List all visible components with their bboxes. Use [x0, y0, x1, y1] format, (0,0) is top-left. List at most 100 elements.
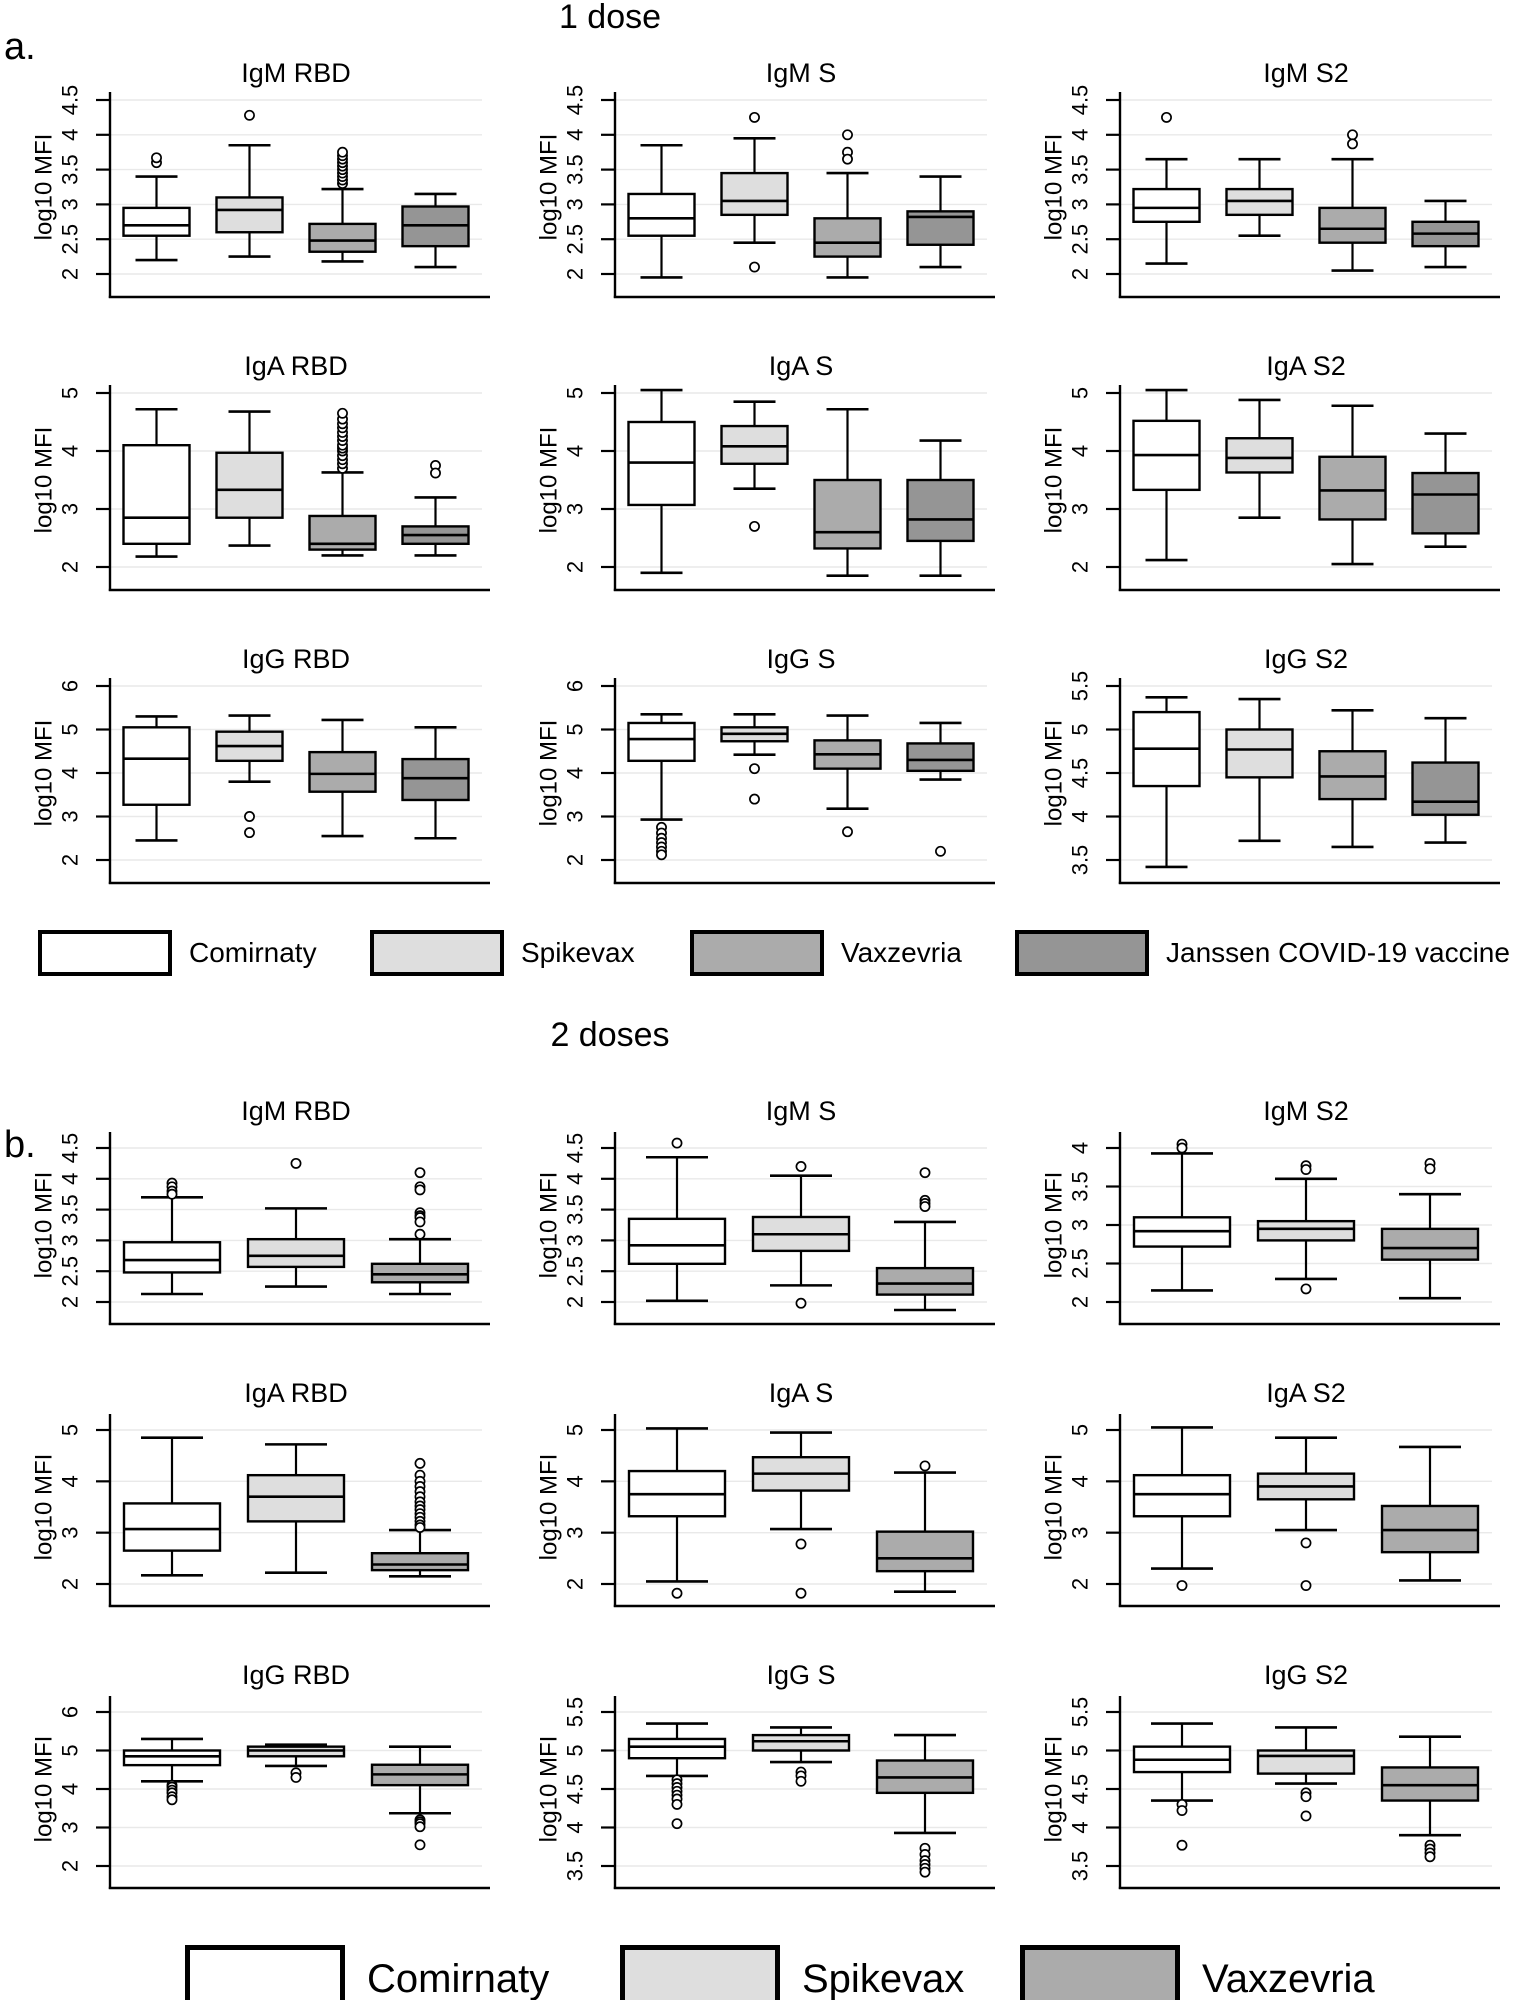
y-tick-label: 3.5 [563, 1851, 588, 1882]
boxplot-spikevax [246, 1443, 346, 1575]
legend-swatch-janssen-covid-19-vaccine [1015, 930, 1149, 976]
y-tick-label: 2.5 [58, 1256, 83, 1287]
y-tick-label: 5 [58, 387, 83, 399]
y-tick-label: 2 [58, 1578, 83, 1590]
outlier-point [1176, 1580, 1188, 1591]
iqr-box [813, 478, 882, 550]
y-tick-label: 4.5 [563, 85, 588, 116]
boxplot-janssen-covid-19-vaccine [1411, 716, 1480, 844]
y-tick-label: 3 [563, 810, 588, 822]
iqr-box [627, 1737, 727, 1760]
outlier-point [414, 1184, 426, 1196]
y-axis-title: log10 MFI [1041, 134, 1068, 241]
boxplot-janssen-covid-19-vaccine [401, 726, 470, 840]
y-tick-label: 4 [58, 1173, 83, 1185]
iqr-box [875, 1530, 975, 1573]
outlier-point [1347, 129, 1358, 141]
y-axis-title: log10 MFI [536, 134, 563, 241]
y-tick-label: 4.5 [563, 1774, 588, 1805]
y-tick-label: 5.5 [1068, 1697, 1093, 1728]
y-tick-label: 2 [58, 268, 83, 280]
outlier-point [671, 1587, 683, 1599]
outlier-point [166, 1794, 178, 1806]
subplot-title: IgG RBD [242, 644, 350, 674]
boxplot-spikevax [215, 109, 284, 258]
subplot-title: IgM S [766, 1096, 837, 1126]
y-axis-title: log10 MFI [536, 720, 563, 827]
outlier-point [290, 1771, 302, 1783]
y-tick-label: 2 [58, 1860, 83, 1872]
outlier-point [1300, 1537, 1312, 1549]
iqr-box [308, 222, 377, 253]
subplot-b-igg-rbd: 2 3 4 5 6 log10 MFI IgG RBD [31, 1660, 490, 1890]
y-tick-label: 3 [563, 1527, 588, 1539]
y-tick-label: 3.5 [563, 1194, 588, 1225]
y-tick-label: 2 [1068, 561, 1093, 573]
y-axis-title: log10 MFI [31, 720, 58, 827]
iqr-box [906, 478, 975, 543]
boxplot-spikevax [1225, 398, 1294, 519]
outlier-point [1424, 1851, 1436, 1863]
iqr-box [122, 1241, 222, 1274]
legend-item-spikevax: Spikevax [620, 1945, 964, 2000]
subplot-b-igm-s2: 2 2.5 3 3.5 4 log10 MFI IgM S2 [1041, 1096, 1500, 1326]
outlier-point [1176, 1805, 1188, 1817]
iqr-box [1256, 1219, 1356, 1242]
outlier-point [842, 826, 853, 838]
y-tick-label: 5.5 [563, 1697, 588, 1728]
iqr-box [122, 726, 191, 806]
outlier-point [244, 811, 255, 822]
y-axis-title: log10 MFI [31, 134, 58, 241]
y-tick-label: 3 [58, 1821, 83, 1833]
outlier-point [1300, 1283, 1312, 1295]
y-tick-label: 3 [58, 1234, 83, 1246]
panel-b-label: b. [4, 1124, 36, 1166]
legend-item-spikevax: Spikevax [370, 930, 635, 976]
y-tick-label: 3.5 [58, 1194, 83, 1225]
outlier-point [414, 1821, 426, 1833]
y-tick-label: 2 [563, 1578, 588, 1590]
y-tick-label: 4 [58, 1783, 83, 1795]
iqr-box [720, 171, 789, 217]
y-tick-label: 4 [1068, 445, 1093, 457]
outlier-point [414, 1167, 426, 1179]
outlier-point [1300, 1164, 1312, 1176]
y-tick-label: 5 [1068, 387, 1093, 399]
y-tick-label: 5 [563, 1424, 588, 1436]
y-tick-label: 5 [58, 723, 83, 735]
iqr-box [627, 721, 696, 763]
boxplot-vaxzevria [1318, 404, 1387, 566]
y-axis-title: log10 MFI [1041, 1172, 1068, 1279]
boxplot-vaxzevria [1380, 1445, 1480, 1582]
legend-item-janssen-covid-19-vaccine: Janssen COVID-19 vaccine [1015, 930, 1510, 976]
outlier-point [919, 1460, 931, 1472]
boxplot-spikevax [246, 1743, 346, 1783]
boxplot-janssen-covid-19-vaccine [906, 439, 975, 577]
y-tick-label: 2.5 [563, 224, 588, 255]
boxplot-comirnaty [122, 407, 191, 558]
subplot-a-igg-rbd: 2 3 4 5 6 log10 MFI IgG RBD [31, 644, 490, 885]
y-axis-title: log10 MFI [31, 427, 58, 534]
boxplot-vaxzevria [308, 146, 377, 263]
outlier-point [671, 1137, 683, 1149]
y-tick-label: 4 [1068, 129, 1093, 141]
legend-item-comirnaty: Comirnaty [185, 1945, 549, 2000]
boxplot-spikevax [1256, 1436, 1356, 1591]
y-tick-label: 3 [563, 503, 588, 515]
legend-swatch-spikevax [370, 930, 504, 976]
y-tick-label: 4 [58, 129, 83, 141]
boxplot-comirnaty [1132, 388, 1201, 562]
y-tick-label: 2 [58, 854, 83, 866]
subplot-title: IgA S [769, 351, 834, 381]
subplot-title: IgM S2 [1263, 1096, 1349, 1126]
legend-item-comirnaty: Comirnaty [38, 930, 317, 976]
subplot-title: IgA S [769, 1378, 834, 1408]
boxplot-vaxzevria [813, 714, 882, 838]
iqr-box [122, 443, 191, 545]
y-tick-label: 2.5 [58, 224, 83, 255]
iqr-box [122, 1749, 222, 1767]
subplot-title: IgG RBD [242, 1660, 350, 1690]
boxplot-vaxzevria [370, 1745, 470, 1851]
